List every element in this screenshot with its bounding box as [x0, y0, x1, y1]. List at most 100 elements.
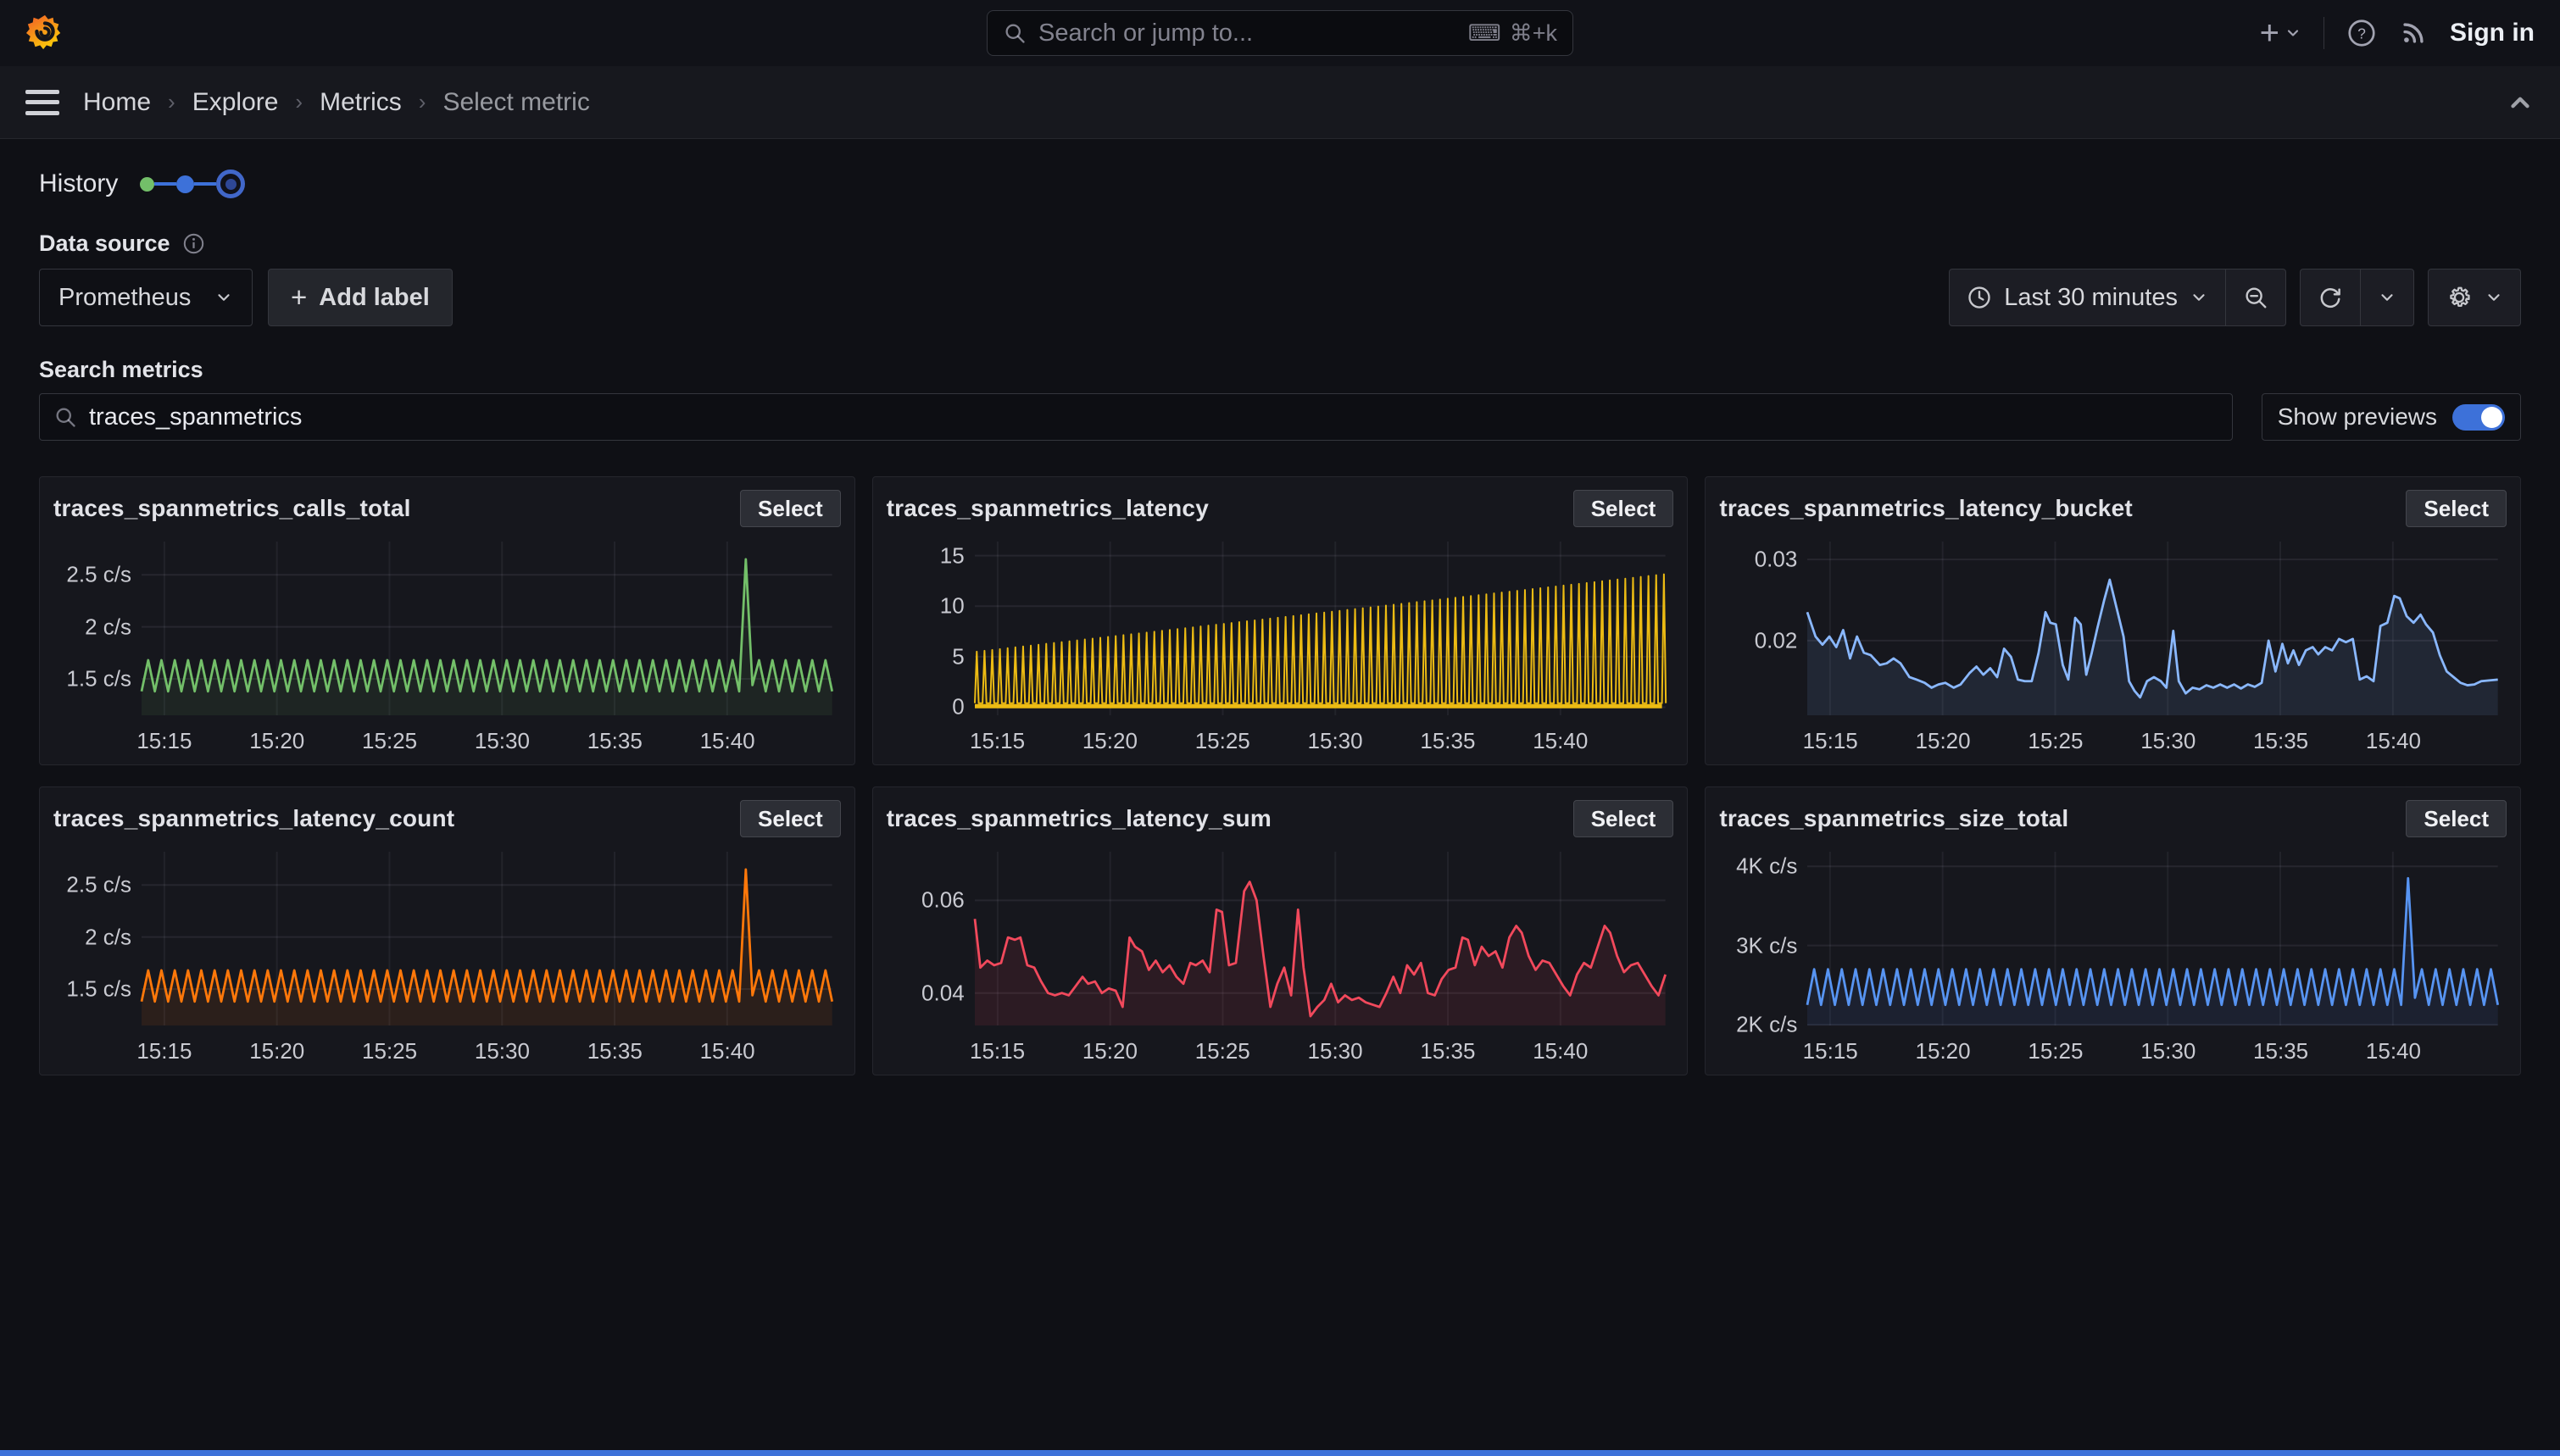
panel-header: traces_spanmetrics_latency_bucket Select: [1719, 487, 2507, 530]
chevron-down-icon: [2488, 294, 2500, 301]
query-controls-row: Prometheus + Add label Last 30 minutes: [39, 269, 2521, 326]
search-icon: [56, 408, 75, 427]
y-axis-tick: 1.5 c/s: [66, 975, 131, 1002]
plot-area[interactable]: [142, 852, 832, 1025]
add-label-text: Add label: [319, 283, 430, 311]
grafana-logo[interactable]: [25, 14, 64, 53]
time-range-picker[interactable]: Last 30 minutes: [1950, 270, 2225, 325]
collapse-button[interactable]: [2506, 88, 2535, 117]
plot-area[interactable]: [142, 542, 832, 715]
settings-button[interactable]: [2429, 270, 2520, 325]
y-axis-tick: 2K c/s: [1736, 1011, 1798, 1037]
chevron-down-icon: [218, 294, 230, 301]
history-step-dot[interactable]: [176, 175, 195, 193]
x-axis-tick: 15:20: [249, 728, 305, 753]
history-steps[interactable]: [140, 169, 246, 198]
global-search-input[interactable]: Search or jump to... ⌨ ⌘+k: [987, 10, 1573, 56]
plus-icon: +: [291, 281, 308, 313]
y-axis-tick: 0.03: [1754, 546, 1798, 572]
x-axis-tick: 15:30: [474, 1038, 530, 1064]
plot-area[interactable]: [1807, 852, 2498, 1025]
search-placeholder: Search or jump to...: [1038, 19, 1254, 47]
settings-group: [2428, 269, 2521, 326]
refresh-button[interactable]: [2301, 270, 2360, 325]
x-axis-tick: 15:15: [136, 1038, 192, 1064]
metric-panel-latency-count: traces_spanmetrics_latency_count Select 1.…: [39, 786, 855, 1075]
data-source-picker[interactable]: Prometheus: [39, 269, 253, 326]
x-axis-tick: 15:35: [2253, 728, 2309, 753]
metric-search-field[interactable]: [39, 393, 2233, 441]
metric-search-input[interactable]: [89, 403, 2218, 431]
zoom-out-button[interactable]: [2225, 270, 2285, 325]
select-button[interactable]: Select: [1572, 800, 1674, 837]
panel-title: traces_spanmetrics_latency: [886, 495, 1209, 521]
breadcrumb-metrics[interactable]: Metrics: [320, 87, 402, 116]
plot-area[interactable]: [1807, 542, 2498, 715]
chevron-down-icon: [2381, 294, 2393, 301]
metric-panel-latency: traces_spanmetrics_latency Select 0 5 10 15 15…: [871, 476, 1689, 765]
menu-toggle-button[interactable]: [25, 89, 59, 115]
history-current-step[interactable]: [216, 169, 246, 198]
x-axis-tick: 15:40: [1533, 728, 1589, 753]
select-button[interactable]: Select: [1572, 490, 1674, 527]
x-axis-tick: 15:25: [1194, 728, 1250, 753]
plot-area[interactable]: [975, 542, 1666, 715]
chevron-right-icon: ›: [418, 89, 426, 114]
news-button[interactable]: [2399, 19, 2428, 47]
panel-header: traces_spanmetrics_calls_total Select: [53, 487, 841, 530]
data-source-label: Data source: [39, 231, 170, 256]
topbar-divider: [2323, 17, 2324, 49]
y-axis-tick: 2.5 c/s: [66, 871, 131, 897]
add-label-button[interactable]: + Add label: [268, 269, 453, 326]
y-axis-tick: 10: [939, 592, 965, 619]
data-source-label-row: Data source: [39, 231, 2521, 257]
history-step-dot[interactable]: [140, 176, 155, 192]
y-axis-tick: 15: [939, 542, 965, 569]
panel-header: traces_spanmetrics_latency_count Select: [53, 797, 841, 840]
history-connector: [194, 182, 217, 186]
x-axis-tick: 15:20: [1082, 1038, 1138, 1064]
select-button[interactable]: Select: [740, 490, 841, 527]
breadcrumb-home[interactable]: Home: [83, 87, 152, 116]
sign-in-button[interactable]: Sign in: [2450, 19, 2535, 47]
select-button[interactable]: Select: [2406, 800, 2507, 837]
x-axis-tick: 15:15: [970, 728, 1026, 753]
select-button[interactable]: Select: [740, 800, 841, 837]
x-axis-tick: 15:30: [1307, 1038, 1363, 1064]
help-icon: ?: [2348, 19, 2375, 47]
x-axis-tick: 15:35: [1420, 1038, 1476, 1064]
x-axis-tick: 15:15: [136, 728, 192, 753]
y-axis-tick: 0.06: [921, 886, 965, 913]
x-axis-tick: 15:30: [474, 728, 530, 753]
panel-header: traces_spanmetrics_latency_sum Select: [887, 797, 1674, 840]
metric-panel-size-total: traces_spanmetrics_size_total Select 2K c/…: [1705, 786, 2521, 1075]
x-axis-tick: 15:40: [699, 1038, 755, 1064]
history-connector: [154, 182, 177, 186]
refresh-group: [2300, 269, 2414, 326]
svg-text:?: ?: [2357, 25, 2366, 42]
show-previews-toggle[interactable]: [2452, 403, 2505, 431]
breadcrumb-explore[interactable]: Explore: [192, 87, 279, 116]
panel-title: traces_spanmetrics_latency_sum: [886, 805, 1272, 831]
help-button[interactable]: ?: [2346, 18, 2377, 48]
y-axis-tick: 1.5 c/s: [66, 665, 131, 692]
x-axis-tick: 15:20: [1082, 728, 1138, 753]
y-axis-tick: 0.02: [1754, 627, 1798, 653]
search-shortcut: ⌨ ⌘+k: [1467, 19, 1557, 46]
x-axis-tick: 15:30: [1307, 728, 1363, 753]
info-icon[interactable]: [182, 232, 205, 255]
new-menu-button[interactable]: +: [2260, 16, 2301, 50]
metric-panel-calls-total: traces_spanmetrics_calls_total Select 1.5 …: [39, 476, 855, 765]
y-axis-tick: 4K c/s: [1736, 853, 1798, 879]
panel-title: traces_spanmetrics_latency_count: [53, 805, 455, 831]
x-axis-tick: 15:15: [970, 1038, 1026, 1064]
y-axis-tick: 2 c/s: [85, 614, 131, 640]
chevron-right-icon: ›: [168, 89, 175, 114]
refresh-interval-dropdown[interactable]: [2360, 270, 2413, 325]
x-axis-tick: 15:15: [1802, 728, 1858, 753]
plot-area[interactable]: [975, 852, 1666, 1025]
x-axis-tick: 15:40: [1533, 1038, 1589, 1064]
breadcrumb-bar: Home › Explore › Metrics › Select metric: [0, 66, 2560, 139]
select-button[interactable]: Select: [2406, 490, 2507, 527]
x-axis-tick: 15:20: [1915, 728, 1971, 753]
